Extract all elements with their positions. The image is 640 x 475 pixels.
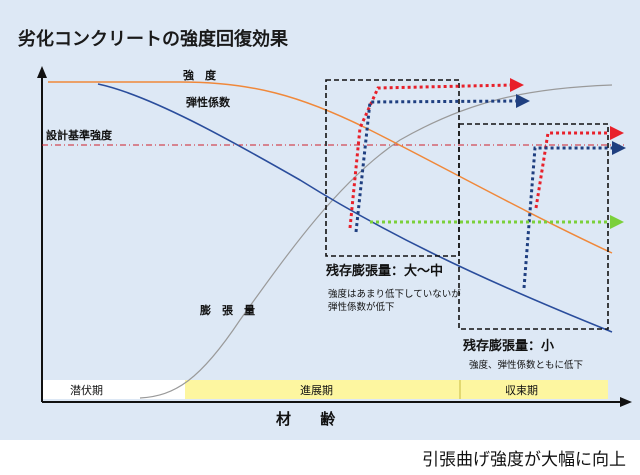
elastic-modulus-curve [97,83,613,333]
residual-small-note: 強度、弾性係数ともに低下 [469,359,583,371]
blue-arrowhead-1 [516,94,530,108]
green-arrowhead [610,215,624,229]
diagram-title: 劣化コンクリートの強度回復効果 [18,28,289,50]
y-axis-arrowhead [37,66,47,78]
expansion-label: 膨 張 量 [199,303,255,317]
blue-arrowhead-2 [612,141,626,155]
latent-phase-band [42,380,185,399]
elastic-recovery-arrow-1 [354,99,519,233]
expansion-curve [139,84,613,399]
residual-large-title: 残存膨張量：大～中 [326,263,443,279]
residual-large-note-1: 強度はあまり低下していないが [328,288,461,300]
strength-recovery-arrow-1 [348,83,513,229]
x-axis-label: 材 齢 [276,410,347,428]
progress-convergence-band [185,380,608,399]
strength-label: 強 度 [183,68,217,82]
strength-recovery-arrow-2 [534,131,612,209]
phase-latent-label: 潜伏期 [70,383,103,397]
caption: 引張曲げ強度が大幅に向上 [422,450,626,470]
elastic-recovery-arrow-2 [522,146,614,289]
residual-large-note-2: 弾性係数が低下 [328,301,395,313]
residual-small-box [458,123,609,330]
phase-convergence-label: 収束期 [505,384,538,397]
residual-large-box [325,79,460,257]
elastic-modulus-label: 弾性係数 [186,95,231,109]
strength-recovery-diagram: 劣化コンクリートの強度回復効果 潜伏期 進展期 収束期 材 齢 設計基準強度 膨… [18,28,632,428]
x-axis-arrowhead [620,397,632,407]
residual-small-title: 残存膨張量：小 [463,338,554,354]
red-arrowhead-2 [610,126,624,140]
design-strength-label: 設計基準強度 [46,128,113,142]
red-arrowhead-1 [510,78,524,92]
diagram-background [0,0,640,440]
strength-curve [48,81,613,254]
phase-progress-label: 進展期 [300,384,333,397]
